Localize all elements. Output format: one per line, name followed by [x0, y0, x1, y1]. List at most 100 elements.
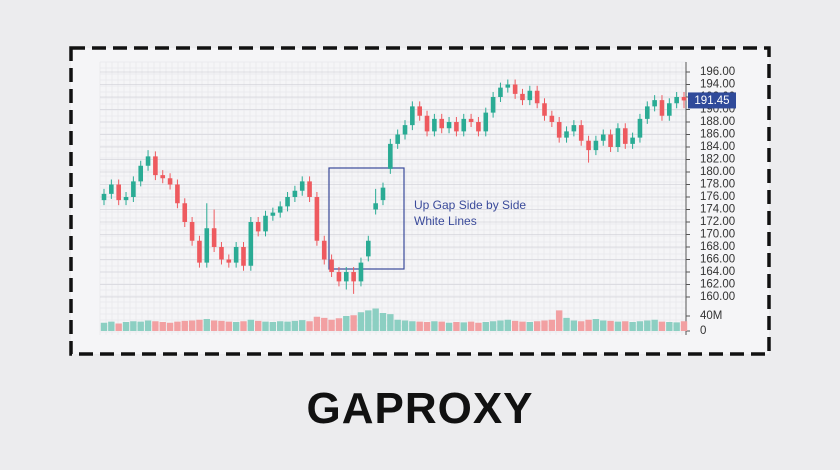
candle-body [615, 128, 621, 147]
candle-body [659, 100, 665, 116]
volume-bar [666, 322, 673, 331]
volume-bar [489, 321, 497, 331]
volume-bar [174, 321, 181, 331]
y-tick-label: 174.00 [700, 204, 735, 216]
candle-body [263, 215, 268, 232]
volume-bar [658, 321, 666, 331]
volume-bar [144, 320, 152, 331]
volume-bar [181, 320, 188, 331]
candle-body [630, 137, 635, 144]
candle-body [439, 118, 445, 129]
volume-bar [350, 315, 357, 331]
candle-body [505, 84, 511, 88]
candle-body [410, 106, 415, 126]
volume-bar [343, 316, 350, 331]
candle-body [446, 122, 452, 129]
y-tick-label: 194.00 [700, 79, 735, 91]
y-tick-label: 166.00 [700, 254, 735, 266]
volume-bar [188, 320, 196, 331]
volume-tick-label: 0 [700, 325, 706, 337]
volume-bar [563, 317, 570, 331]
frame [69, 46, 771, 356]
volume-bar [159, 322, 166, 331]
candle-body [270, 212, 276, 216]
candle-body [329, 259, 334, 272]
volume-bar [673, 322, 680, 331]
volume-bar [166, 322, 174, 331]
candle-body [204, 228, 210, 263]
candle-body [600, 134, 606, 141]
candle-body [476, 122, 481, 132]
candle-body [424, 115, 430, 132]
candle-body [644, 106, 650, 119]
volume-bar [210, 320, 218, 331]
volume-bar [313, 316, 321, 331]
volume-bar [453, 322, 460, 331]
volume-bar [254, 320, 262, 331]
volume-bar [152, 321, 159, 331]
y-tick-label: 164.00 [700, 266, 735, 278]
candle-body [277, 206, 283, 213]
volume-bar [592, 319, 600, 331]
candle-body [285, 197, 290, 207]
volume-bar [423, 322, 431, 331]
candle-body [571, 125, 577, 132]
annotation-text: White Lines [414, 214, 477, 228]
volume-bar [291, 320, 299, 331]
y-tick-label: 168.00 [700, 241, 735, 253]
candle-body [556, 122, 562, 138]
volume-bar [321, 317, 328, 331]
candle-body [138, 165, 144, 182]
candle-body [189, 222, 195, 241]
volume-bar [629, 322, 636, 331]
volume-bar [548, 319, 556, 331]
candle-body [343, 272, 349, 282]
volume-bar [644, 320, 651, 331]
volume-bar [306, 321, 313, 331]
candle-body [432, 118, 437, 132]
candle-body [182, 203, 188, 222]
candle-body [637, 118, 643, 138]
volume-bar [247, 319, 255, 331]
candle-body [248, 222, 254, 266]
volume-bar [203, 319, 210, 331]
volume-bar [262, 321, 269, 331]
candle-body [483, 112, 489, 132]
volume-bar [115, 323, 122, 331]
chart: Up Gap Side by Side White Lines 160.0016… [69, 46, 771, 356]
y-tick-label: 160.00 [700, 291, 735, 303]
volume-bar [357, 312, 365, 331]
volume-bar [555, 310, 563, 331]
volume-bar [328, 319, 335, 331]
candle-body [402, 125, 408, 135]
candle-body [395, 134, 400, 144]
candle-body [241, 247, 246, 266]
volume-bar [409, 321, 416, 331]
candle-body [175, 184, 180, 204]
volume-bar [218, 320, 225, 331]
candle-body [314, 197, 320, 241]
candle-body [461, 118, 467, 132]
candle-body [622, 128, 628, 144]
volume-bar [482, 322, 489, 331]
candle-body [336, 272, 342, 282]
y-tick-label: 172.00 [700, 216, 735, 228]
volume-bar [108, 321, 115, 331]
volume-bar [372, 308, 379, 331]
volume-bar [431, 321, 438, 331]
y-tick-label: 188.00 [700, 116, 735, 128]
volume-bar [387, 314, 394, 331]
candle-body [226, 259, 232, 263]
volume-bar [277, 321, 284, 331]
candle-body [667, 103, 672, 116]
annotation-box [328, 167, 405, 270]
volume-tick-label: 40M [700, 310, 722, 322]
candle-body [145, 156, 151, 166]
volume-bar [365, 310, 372, 331]
volume-bar [401, 320, 409, 331]
candle-body [101, 193, 107, 201]
candle-body [512, 84, 518, 94]
candle-body [542, 103, 547, 116]
volume-bar [680, 321, 688, 331]
last-price-label: 191.45 [694, 95, 729, 107]
